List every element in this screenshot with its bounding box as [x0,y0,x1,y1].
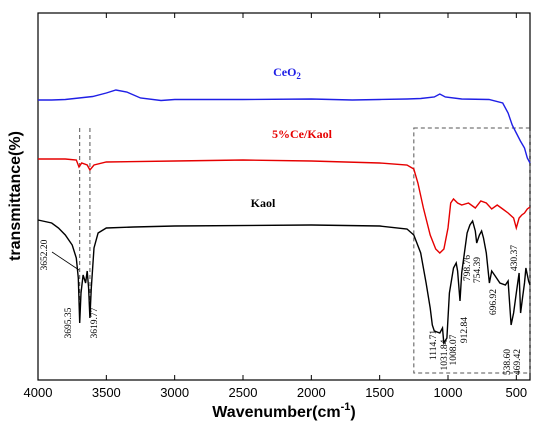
peak-label-1: 3695.35 [64,307,74,338]
peak-label-9: 696.92 [489,289,499,315]
series-label-1: 5%Ce/Kaol [272,127,333,141]
x-axis-title-close: ) [350,404,355,421]
series-label-layer: CeO2 5%Ce/Kaol Kaol [251,65,333,210]
annotation-layer: 3652.20 3695.35 3619.77 1114.71 1031.84 1008.… [40,239,523,375]
peak-label-8: 754.39 [473,257,483,283]
x-tick-label-2: 3000 [160,385,189,400]
peak-label-4: 1031.84 [440,339,450,370]
x-tick-label-0: 4000 [24,385,53,400]
peak-label-7: 798.76 [463,255,473,281]
series-label-0: CeO2 [273,65,301,81]
peak-label-10: 538.60 [503,349,513,375]
peak-label-6: 912.84 [460,317,470,343]
y-axis-title: transmittance(%) [7,131,24,261]
series-layer [37,89,531,346]
highlight-layer [79,127,531,374]
peak-label-3: 1114.71 [429,330,439,360]
peak-label-0: 3652.20 [40,239,50,270]
peak-label-2: 3619.77 [90,307,100,338]
series-line-ceo [38,89,531,164]
x-tick-label-7: 500 [505,385,527,400]
series-label-2: Kaol [251,196,276,210]
x-axis-title: Wavenumber(cm-1) [212,401,355,421]
peak-label-5: 1008.07 [449,334,459,365]
x-axis-title-superscript: -1 [341,401,351,413]
x-tick-label-3: 2500 [229,385,258,400]
x-tick-label-6: 1000 [434,385,463,400]
x-tick-label-5: 1500 [365,385,394,400]
annotation-arrow [51,251,80,271]
peak-label-11: 469.42 [513,349,523,375]
x-tick-layer: 4000 3500 3000 2500 2000 1500 1000 500 [24,13,527,400]
x-tick-label-4: 2000 [297,385,326,400]
series-line-kaol [37,219,531,346]
x-tick-label-1: 3500 [92,385,121,400]
peak-label-12: 430.37 [510,245,520,271]
x-axis-title-main: Wavenumber(cm [212,404,340,421]
series-line-5-ce-kaol [38,158,531,254]
highlight-box [413,127,531,374]
